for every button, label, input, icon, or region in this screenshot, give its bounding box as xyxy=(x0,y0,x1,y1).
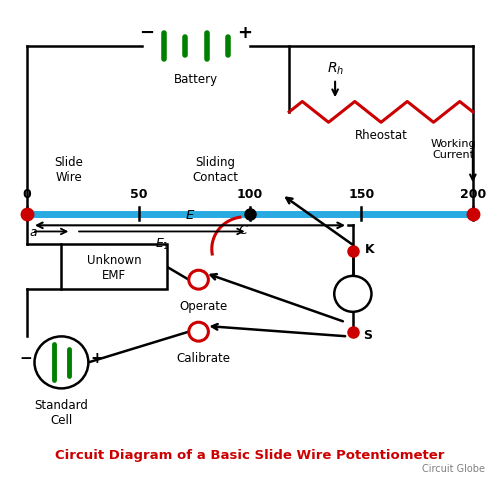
Text: Slide
Wire: Slide Wire xyxy=(54,156,83,183)
Text: C: C xyxy=(239,223,248,236)
FancyBboxPatch shape xyxy=(62,245,166,289)
Text: +: + xyxy=(238,24,252,41)
Text: Operate: Operate xyxy=(180,299,228,312)
Text: E: E xyxy=(186,208,194,221)
Circle shape xyxy=(189,323,208,341)
Text: −: − xyxy=(140,24,154,41)
Text: Standard
Cell: Standard Cell xyxy=(34,398,88,426)
Text: Sliding
Contact: Sliding Contact xyxy=(192,156,238,183)
Text: Unknown
EMF: Unknown EMF xyxy=(87,253,142,281)
Text: Calibrate: Calibrate xyxy=(176,351,231,364)
Text: $E_1$: $E_1$ xyxy=(154,237,169,252)
Text: 0: 0 xyxy=(23,188,32,201)
Text: $R_h$: $R_h$ xyxy=(326,61,344,77)
Text: 50: 50 xyxy=(130,188,148,201)
Circle shape xyxy=(34,336,88,389)
Text: G: G xyxy=(348,288,358,301)
Circle shape xyxy=(189,271,208,289)
Text: S: S xyxy=(362,328,372,341)
Text: +: + xyxy=(91,350,104,365)
Circle shape xyxy=(334,276,372,312)
Text: a: a xyxy=(30,226,37,239)
Text: Rheostat: Rheostat xyxy=(354,129,408,142)
Text: Working
Current: Working Current xyxy=(430,138,476,160)
Text: −: − xyxy=(20,350,32,365)
Text: Battery: Battery xyxy=(174,72,218,85)
Text: 200: 200 xyxy=(460,188,486,201)
Text: 100: 100 xyxy=(237,188,263,201)
Text: 150: 150 xyxy=(348,188,374,201)
Text: K: K xyxy=(365,243,374,256)
Text: Circuit Globe: Circuit Globe xyxy=(422,464,485,473)
Text: Circuit Diagram of a Basic Slide Wire Potentiometer: Circuit Diagram of a Basic Slide Wire Po… xyxy=(56,448,444,461)
